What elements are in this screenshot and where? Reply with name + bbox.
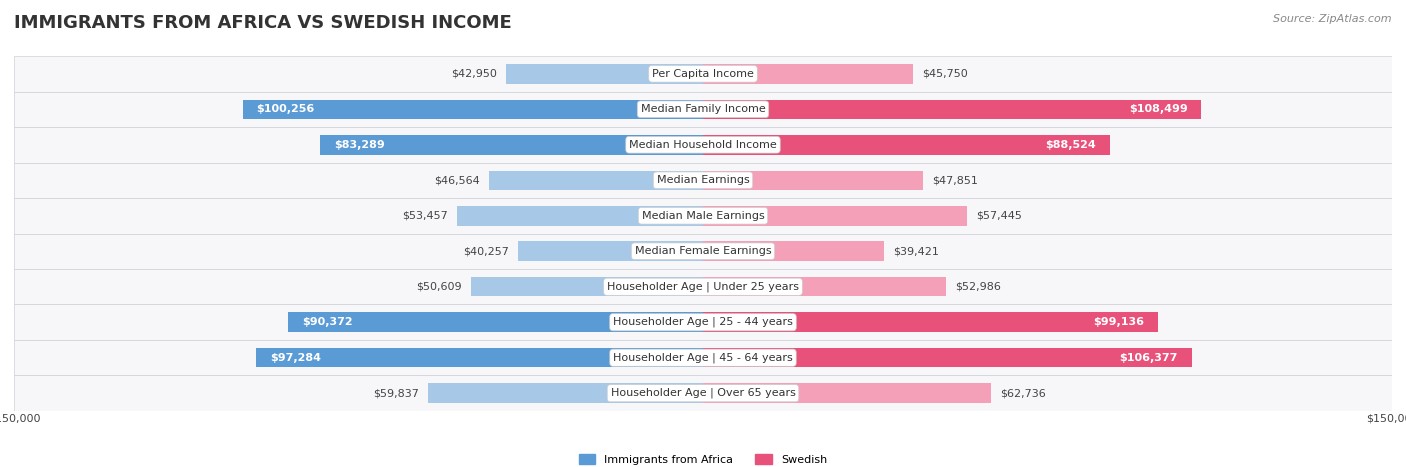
Bar <box>703 383 991 403</box>
Text: $53,457: $53,457 <box>402 211 449 221</box>
Bar <box>703 64 912 84</box>
Text: $42,950: $42,950 <box>451 69 496 79</box>
Bar <box>14 234 1392 269</box>
Bar <box>256 348 703 368</box>
Text: $97,284: $97,284 <box>270 353 321 363</box>
Text: $45,750: $45,750 <box>922 69 969 79</box>
Text: $88,524: $88,524 <box>1045 140 1095 150</box>
Bar <box>703 348 1191 368</box>
Bar <box>703 312 1159 332</box>
Bar <box>506 64 703 84</box>
Text: Householder Age | Over 65 years: Householder Age | Over 65 years <box>610 388 796 398</box>
Bar <box>242 99 703 119</box>
Text: $108,499: $108,499 <box>1129 104 1188 114</box>
Text: $57,445: $57,445 <box>976 211 1022 221</box>
Text: Median Household Income: Median Household Income <box>628 140 778 150</box>
Bar <box>703 170 922 190</box>
Text: $59,837: $59,837 <box>373 388 419 398</box>
Text: $100,256: $100,256 <box>256 104 315 114</box>
Bar <box>14 92 1392 127</box>
Text: $99,136: $99,136 <box>1094 317 1144 327</box>
Text: $39,421: $39,421 <box>893 246 939 256</box>
Text: Median Earnings: Median Earnings <box>657 175 749 185</box>
Text: $40,257: $40,257 <box>463 246 509 256</box>
Text: Householder Age | 45 - 64 years: Householder Age | 45 - 64 years <box>613 353 793 363</box>
Text: Median Female Earnings: Median Female Earnings <box>634 246 772 256</box>
Text: Median Family Income: Median Family Income <box>641 104 765 114</box>
Text: $50,609: $50,609 <box>416 282 461 292</box>
Text: $52,986: $52,986 <box>956 282 1001 292</box>
Bar <box>703 277 946 297</box>
Text: Median Male Earnings: Median Male Earnings <box>641 211 765 221</box>
Text: $46,564: $46,564 <box>434 175 479 185</box>
Text: $106,377: $106,377 <box>1119 353 1178 363</box>
Bar <box>14 269 1392 304</box>
Bar <box>489 170 703 190</box>
Bar <box>14 198 1392 234</box>
Bar <box>14 56 1392 92</box>
Bar <box>14 127 1392 163</box>
Legend: Immigrants from Africa, Swedish: Immigrants from Africa, Swedish <box>574 450 832 467</box>
Bar <box>288 312 703 332</box>
Text: IMMIGRANTS FROM AFRICA VS SWEDISH INCOME: IMMIGRANTS FROM AFRICA VS SWEDISH INCOME <box>14 14 512 32</box>
Bar <box>14 304 1392 340</box>
Bar <box>429 383 703 403</box>
Bar <box>703 99 1201 119</box>
Bar <box>703 206 967 226</box>
Bar <box>703 135 1109 155</box>
Text: $83,289: $83,289 <box>335 140 385 150</box>
Text: $90,372: $90,372 <box>302 317 353 327</box>
Bar <box>321 135 703 155</box>
Bar <box>517 241 703 261</box>
Text: Per Capita Income: Per Capita Income <box>652 69 754 79</box>
Text: $47,851: $47,851 <box>932 175 977 185</box>
Text: Householder Age | 25 - 44 years: Householder Age | 25 - 44 years <box>613 317 793 327</box>
Bar <box>457 206 703 226</box>
Bar <box>14 340 1392 375</box>
Bar <box>703 241 884 261</box>
Text: Householder Age | Under 25 years: Householder Age | Under 25 years <box>607 282 799 292</box>
Text: $62,736: $62,736 <box>1000 388 1046 398</box>
Text: Source: ZipAtlas.com: Source: ZipAtlas.com <box>1274 14 1392 24</box>
Bar <box>471 277 703 297</box>
Bar <box>14 375 1392 411</box>
Bar <box>14 163 1392 198</box>
